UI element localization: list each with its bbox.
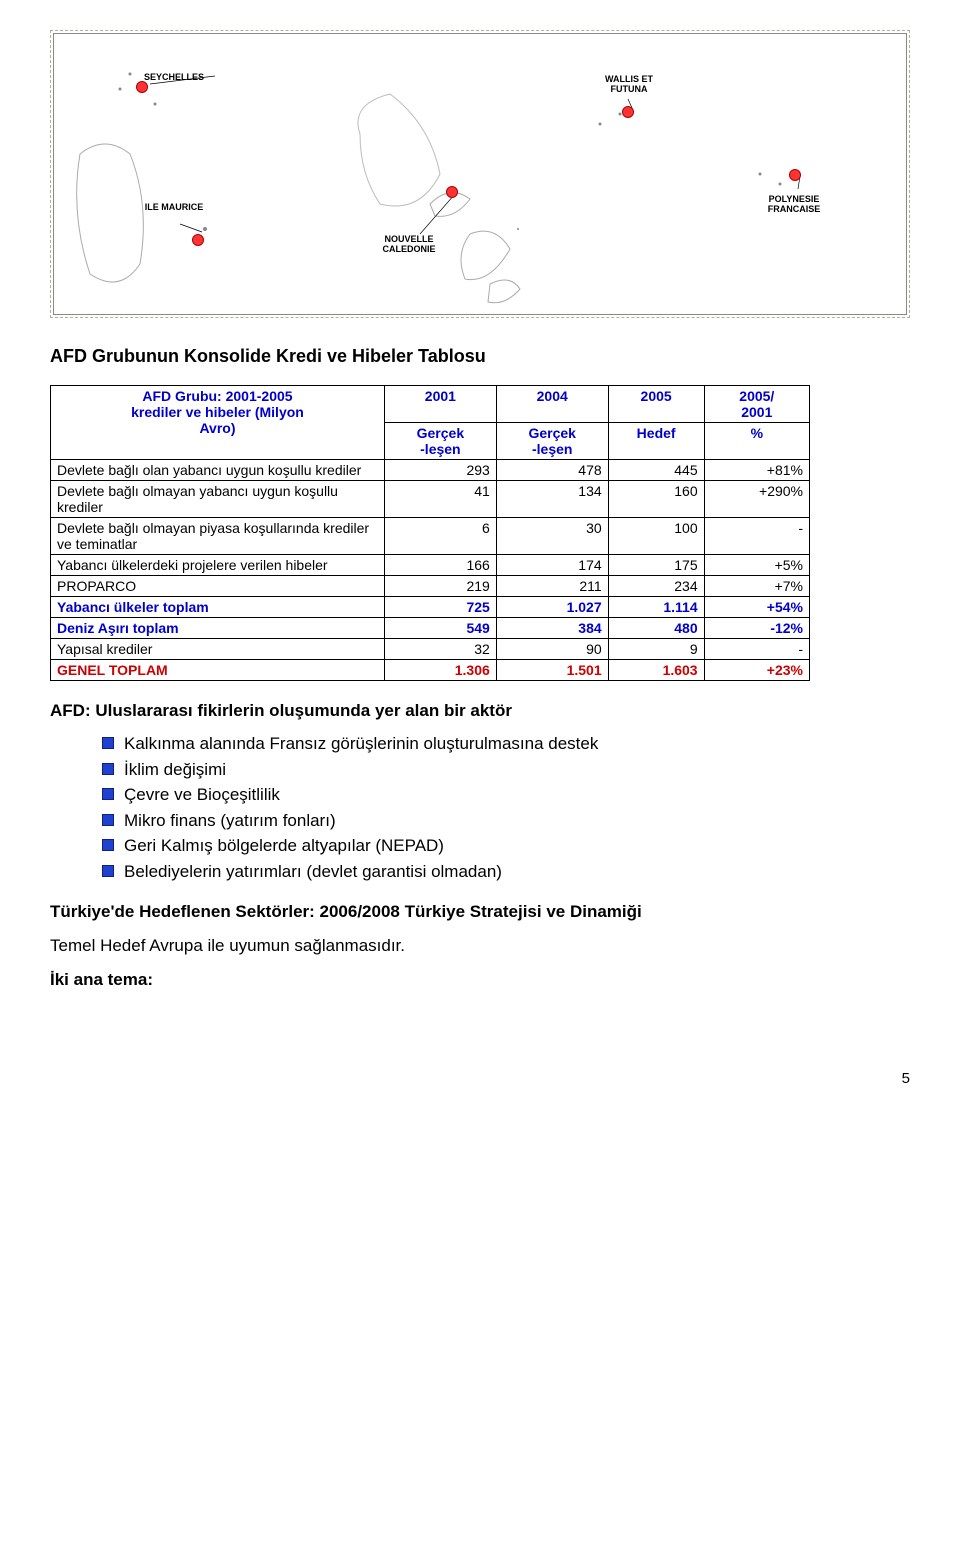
cell-label: PROPARCO: [51, 576, 385, 597]
map-canvas: SEYCHELLES ILE MAURICE NOUVELLE CALEDONI…: [53, 33, 907, 315]
th-sub2b: -leşen: [532, 441, 572, 457]
cell: -: [704, 639, 809, 660]
list-item: Kalkınma alanında Fransız görüşlerinin o…: [102, 731, 910, 757]
cell: +290%: [704, 481, 809, 518]
cell: 30: [496, 518, 608, 555]
para-hedef: Temel Hedef Avrupa ile uyumun sağlanması…: [50, 936, 910, 956]
cell: 160: [608, 481, 704, 518]
table-row: Devlete bağlı olmayan yabancı uygun koşu…: [51, 481, 810, 518]
cell: 175: [608, 555, 704, 576]
cell: 41: [384, 481, 496, 518]
page-title: AFD Grubunun Konsolide Kredi ve Hibeler …: [50, 346, 910, 367]
cell: 6: [384, 518, 496, 555]
table-row: Devlete bağlı olmayan piyasa koşullarınd…: [51, 518, 810, 555]
th-sub2: Gerçek -leşen: [496, 423, 608, 460]
th-sub1b: -leşen: [420, 441, 460, 457]
cell: 9: [608, 639, 704, 660]
cell: +7%: [704, 576, 809, 597]
cell: 134: [496, 481, 608, 518]
table-row: Yabancı ülkelerdeki projelere verilen hi…: [51, 555, 810, 576]
th-left-l2: krediler ve hibeler (Milyon: [131, 404, 304, 420]
th-ratio-l2: 2001: [741, 404, 772, 420]
cell: +81%: [704, 460, 809, 481]
table-yapisal: Yapısal krediler 32 90 9 -: [51, 639, 810, 660]
map-container: SEYCHELLES ILE MAURICE NOUVELLE CALEDONI…: [50, 30, 910, 318]
th-left: AFD Grubu: 2001-2005 krediler ve hibeler…: [51, 386, 385, 460]
cell: 1.603: [608, 660, 704, 681]
table-row: PROPARCO 219 211 234 +7%: [51, 576, 810, 597]
map-dot-wallis: [622, 106, 634, 118]
map-dot-caledonie: [446, 186, 458, 198]
th-2004: 2004: [496, 386, 608, 423]
th-sub1a: Gerçek: [417, 425, 464, 441]
map-dot-polynesie: [789, 169, 801, 181]
th-left-l3: Avro): [199, 420, 235, 436]
cell-label: Yapısal krediler: [51, 639, 385, 660]
th-sub3: Hedef: [608, 423, 704, 460]
page-number: 5: [50, 1070, 910, 1087]
map-label-polynesie: POLYNESIE FRANCAISE: [754, 194, 834, 214]
map-label-caledonie: NOUVELLE CALEDONIE: [364, 234, 454, 254]
section-turkey: Türkiye'de Hedeflenen Sektörler: 2006/20…: [50, 902, 910, 922]
cell: 100: [608, 518, 704, 555]
cell-label: Yabancı ülkeler toplam: [51, 597, 385, 618]
table-subtotal: Yabancı ülkeler toplam 725 1.027 1.114 +…: [51, 597, 810, 618]
cell: 1.027: [496, 597, 608, 618]
th-ratio: 2005/ 2001: [704, 386, 809, 423]
cell: 1.306: [384, 660, 496, 681]
list-item: Geri Kalmış bölgelerde altyapılar (NEPAD…: [102, 833, 910, 859]
map-dot-seychelles: [136, 81, 148, 93]
cell: 480: [608, 618, 704, 639]
map-label-wallis: WALLIS ET FUTUNA: [594, 74, 664, 94]
table-row: Devlete bağlı olan yabancı uygun koşullu…: [51, 460, 810, 481]
cell-label: Devlete bağlı olan yabancı uygun koşullu…: [51, 460, 385, 481]
cell: 445: [608, 460, 704, 481]
cell-label: Deniz Aşırı toplam: [51, 618, 385, 639]
after-table-heading: AFD: Uluslararası fikirlerin oluşumunda …: [50, 701, 910, 721]
cell: -: [704, 518, 809, 555]
cell-label: GENEL TOPLAM: [51, 660, 385, 681]
table-deniz: Deniz Aşırı toplam 549 384 480 -12%: [51, 618, 810, 639]
list-item: İklim değişimi: [102, 757, 910, 783]
bullet-list: Kalkınma alanında Fransız görüşlerinin o…: [102, 731, 910, 884]
cell: +5%: [704, 555, 809, 576]
th-sub1: Gerçek -leşen: [384, 423, 496, 460]
th-sub2a: Gerçek: [528, 425, 575, 441]
para-iki-tema: İki ana tema:: [50, 970, 910, 990]
cell: 211: [496, 576, 608, 597]
cell: 725: [384, 597, 496, 618]
table-total: GENEL TOPLAM 1.306 1.501 1.603 +23%: [51, 660, 810, 681]
cell: +54%: [704, 597, 809, 618]
list-item: Belediyelerin yatırımları (devlet garant…: [102, 859, 910, 885]
map-dot-maurice: [192, 234, 204, 246]
list-item: Çevre ve Bioçeşitlilik: [102, 782, 910, 808]
cell: 174: [496, 555, 608, 576]
cell-label: Devlete bağlı olmayan yabancı uygun koşu…: [51, 481, 385, 518]
cell: +23%: [704, 660, 809, 681]
cell: 549: [384, 618, 496, 639]
data-table: AFD Grubu: 2001-2005 krediler ve hibeler…: [50, 385, 810, 681]
cell: 293: [384, 460, 496, 481]
list-item: Mikro finans (yatırım fonları): [102, 808, 910, 834]
cell: 32: [384, 639, 496, 660]
cell: 219: [384, 576, 496, 597]
cell: 166: [384, 555, 496, 576]
cell: 234: [608, 576, 704, 597]
th-2005: 2005: [608, 386, 704, 423]
cell: -12%: [704, 618, 809, 639]
cell: 478: [496, 460, 608, 481]
cell-label: Devlete bağlı olmayan piyasa koşullarınd…: [51, 518, 385, 555]
th-sub4: %: [704, 423, 809, 460]
th-ratio-l1: 2005/: [739, 388, 774, 404]
cell-label: Yabancı ülkelerdeki projelere verilen hi…: [51, 555, 385, 576]
th-left-l1: AFD Grubu: 2001-2005: [142, 388, 292, 404]
map-label-maurice: ILE MAURICE: [139, 202, 209, 212]
cell: 1.114: [608, 597, 704, 618]
cell: 384: [496, 618, 608, 639]
cell: 1.501: [496, 660, 608, 681]
map-label-seychelles: SEYCHELLES: [144, 72, 204, 82]
th-2001: 2001: [384, 386, 496, 423]
cell: 90: [496, 639, 608, 660]
